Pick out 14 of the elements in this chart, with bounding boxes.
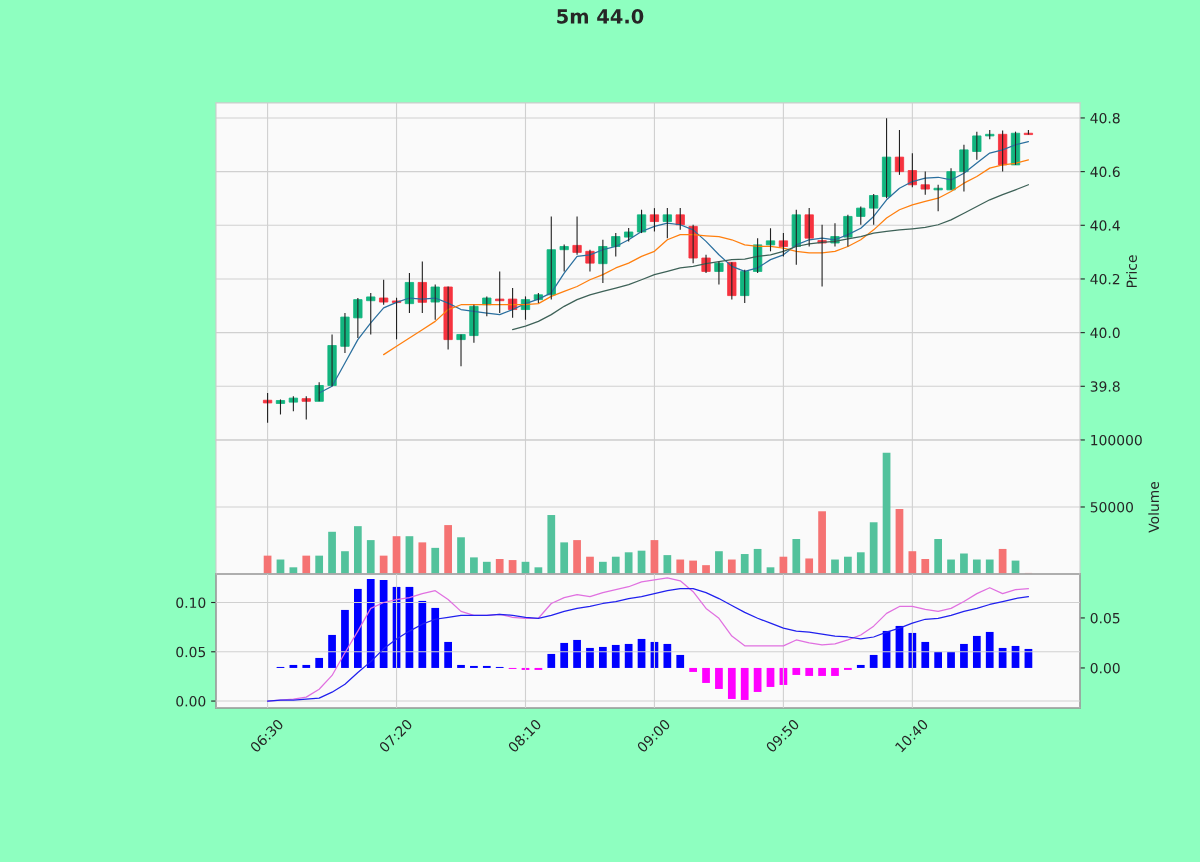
y-tick-label: 40.8 — [1090, 112, 1120, 124]
y-tick-label: 100000 — [1091, 434, 1142, 446]
y-tick-label: 0.05 — [176, 646, 206, 658]
y-tick-label: 39.8 — [1090, 381, 1120, 392]
y-tick-label: 40.4 — [1090, 220, 1120, 231]
chart-title: 5m 44.0 — [557, 8, 644, 24]
y-tick-label: 50000 — [1090, 501, 1133, 513]
y-tick-label: 40.6 — [1090, 166, 1120, 178]
y-tick-label: 40.0 — [1090, 327, 1120, 339]
y-axis-title: Volume — [1148, 481, 1160, 533]
y-tick-label: 0.00 — [176, 696, 206, 707]
y-tick-label: 40.2 — [1090, 273, 1120, 285]
y-tick-label: 0.10 — [176, 597, 206, 608]
y-axis-title: Price — [1126, 255, 1137, 288]
